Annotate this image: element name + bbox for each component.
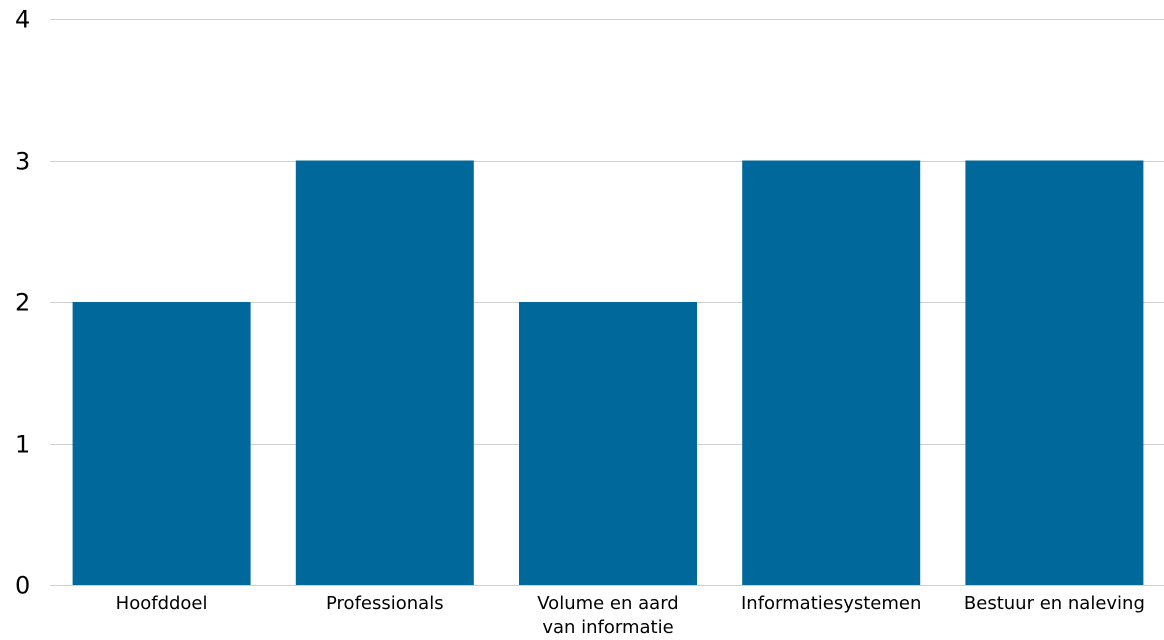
- bar-4: [742, 160, 921, 585]
- x-tick-label-1: Hoofddoel: [116, 593, 208, 614]
- bar-1: [72, 302, 251, 585]
- x-tick-label-3: Volume en aard van informatie: [537, 593, 678, 638]
- y-tick-label-2: 2: [15, 289, 30, 317]
- bar-2: [295, 160, 474, 585]
- x-tick-label-4: Informatiesystemen: [741, 593, 921, 614]
- x-tick-label-5: Bestuur en naleving: [964, 593, 1145, 614]
- bar-3: [519, 302, 697, 585]
- x-axis-ticks: Hoofddoel Professionals Volume en aard van …: [116, 593, 1145, 638]
- x-tick-label-2: Professionals: [326, 593, 444, 614]
- bars: [72, 160, 1144, 585]
- y-tick-label-0: 0: [15, 572, 30, 600]
- y-axis-ticks: 0 1 2 3 4: [15, 6, 30, 600]
- y-tick-label-1: 1: [15, 431, 30, 459]
- y-tick-label-4: 4: [15, 6, 30, 34]
- y-tick-label-3: 3: [15, 148, 30, 176]
- bar-5: [965, 160, 1144, 585]
